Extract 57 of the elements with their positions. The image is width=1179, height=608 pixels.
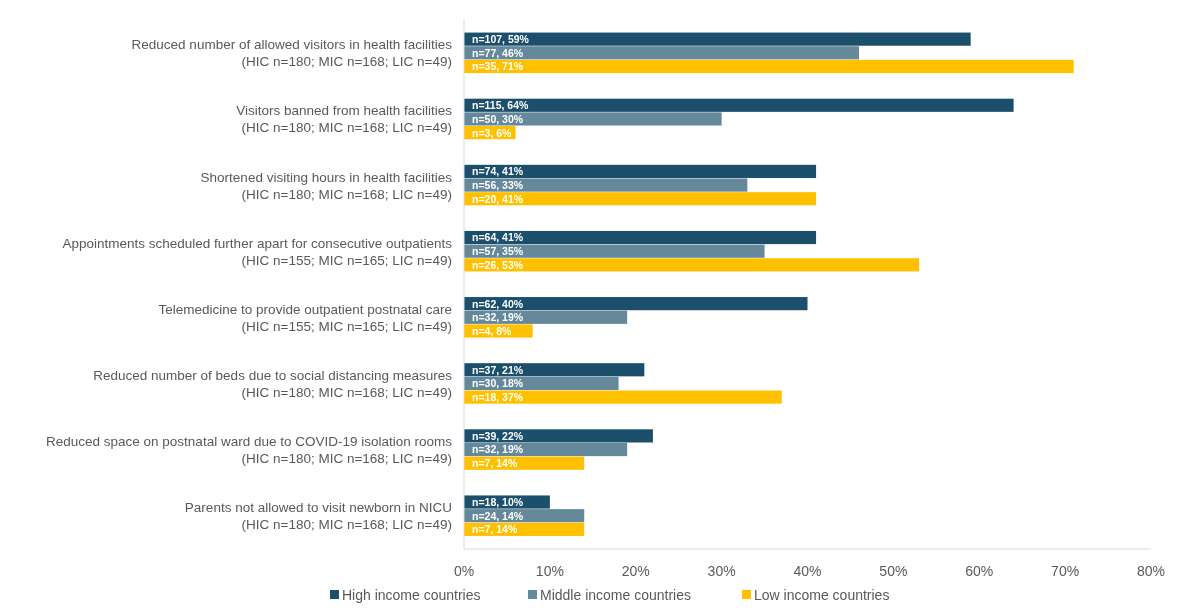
y-tick-label: Reduced number of beds due to social distancing measures (HIC n=180; MIC n=168; LIC n=49) [93,367,453,400]
bar [464,244,765,258]
bar [464,112,722,126]
data-label: n=7, 14% [472,523,518,536]
bar [464,46,860,60]
data-label: n=57, 35% [472,245,524,258]
data-label: n=4, 8% [472,324,513,337]
data-label: n=56, 33% [472,178,524,191]
y-tick-label: Parents not allowed to visit newborn in NICU (HIC n=180; MIC n=168; LIC n=49) [184,500,452,533]
data-label: n=37, 21% [472,363,524,376]
data-label: n=26, 53% [472,258,524,271]
data-label: n=64, 41% [472,231,524,244]
y-tick-label: Appointments scheduled further apart for consecutive outpatients (HIC n=155; MIC n=165; LIC n=49) [62,235,453,268]
x-tick-label: 80% [1136,563,1166,579]
x-tick-label: 20% [621,563,650,579]
bar [464,192,817,206]
data-label: n=7, 14% [472,457,518,470]
data-label: n=115, 64% [472,99,529,112]
data-label: n=18, 10% [472,495,524,508]
bar [464,164,817,178]
data-label: n=35, 71% [472,60,524,73]
data-label: n=30, 18% [472,377,524,390]
legend-label: Middle income countries [540,587,691,603]
y-tick-label: Visitors banned from health facilities (HIC n=180; MIC n=168; LIC n=49) [236,103,453,136]
bar [464,258,920,272]
data-label: n=32, 19% [472,311,524,324]
data-label: n=107, 59% [472,33,530,46]
x-tick-label: 60% [965,563,994,579]
data-label: n=32, 19% [472,443,524,456]
bar [464,230,817,245]
bar [464,178,748,192]
data-label: n=62, 40% [472,297,524,310]
x-tick-label: 50% [879,563,908,579]
x-tick-label: 0% [453,563,475,579]
bar [464,390,782,404]
data-label: n=74, 41% [472,165,524,178]
y-tick-label: Shortened visiting hours in health facilities (HIC n=180; MIC n=168; LIC n=49) [200,169,453,202]
y-tick-label: Reduced space on postnatal ward due to COVID-19 isolation rooms (HIC n=180; MIC n=168; LIC n=49) [46,434,453,467]
data-label: n=50, 30% [472,112,524,125]
bar [464,297,808,311]
x-tick-label: 30% [707,563,736,579]
legend-label: Low income countries [754,587,890,603]
bar [464,59,1074,74]
x-tick-label: 10% [535,563,564,579]
data-label: n=3, 6% [472,126,513,139]
data-label: n=20, 41% [472,192,524,205]
data-label: n=18, 37% [472,391,524,404]
y-tick-label: Reduced number of allowed visitors in health facilities (HIC n=180; MIC n=168; LIC n=49) [131,37,453,70]
data-label: n=24, 14% [472,509,524,522]
x-tick-label: 70% [1051,563,1080,579]
y-tick-label: Telemedicine to provide outpatient postnatal care (HIC n=155; MIC n=165; LIC n=49) [158,301,452,334]
bar [464,98,1014,112]
data-label: n=39, 22% [472,429,524,442]
x-tick-label: 40% [793,563,822,579]
data-label: n=77, 46% [472,46,524,59]
bar [464,32,971,46]
legend-label: High income countries [342,587,481,603]
